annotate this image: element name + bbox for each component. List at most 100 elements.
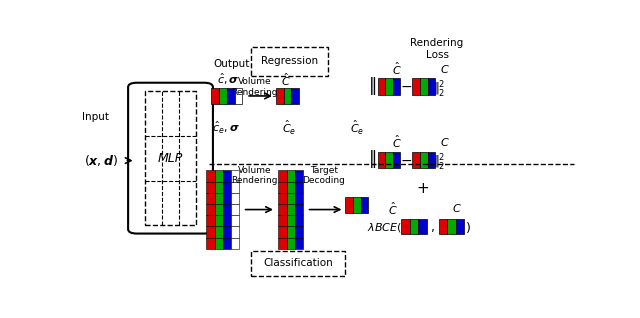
Bar [294,182,303,193]
Bar [291,88,299,104]
Text: Regression: Regression [261,56,318,66]
Text: $\hat{c}, \boldsymbol{\sigma}$: $\hat{c}, \boldsymbol{\sigma}$ [216,72,239,87]
Text: $\lambda BCE($: $\lambda BCE($ [367,221,402,234]
Bar [227,88,234,104]
Text: $\hat{C}$: $\hat{C}$ [392,60,401,77]
Bar [278,204,287,215]
Bar [294,215,303,226]
Bar [378,152,385,169]
Bar [287,238,294,249]
Text: $\hat{C}$: $\hat{C}$ [392,134,401,150]
Bar [278,170,287,182]
Bar [251,47,328,76]
Text: Target
Decoding: Target Decoding [303,166,346,185]
Text: Volume
Rendering: Volume Rendering [231,166,278,185]
Text: Classification: Classification [264,259,333,268]
Bar [278,215,287,226]
Bar [428,78,435,95]
Text: $\|$: $\|$ [367,149,376,170]
Bar [251,251,346,276]
Bar [219,88,227,104]
Text: Output: Output [213,59,250,69]
Bar [214,238,223,249]
Bar [223,226,230,238]
Bar [223,204,230,215]
Text: $\|_2^2$: $\|_2^2$ [433,80,446,100]
Text: $)$: $)$ [465,220,471,235]
Bar [401,219,410,234]
Bar [294,193,303,204]
Bar [456,219,465,234]
Bar [145,91,196,225]
Bar [278,238,287,249]
Bar [207,170,214,182]
Bar [230,204,239,215]
Bar [294,204,303,215]
Bar [294,170,303,182]
Bar [223,170,230,182]
Bar [214,215,223,226]
Text: $,$: $,$ [430,221,435,234]
Bar [278,226,287,238]
Bar [294,226,303,238]
Text: $C$: $C$ [440,136,449,148]
Bar [385,152,393,169]
Bar [223,238,230,249]
Text: Volume
Rendering: Volume Rendering [231,77,278,97]
Bar [230,193,239,204]
Text: $\hat{C}$: $\hat{C}$ [281,72,291,88]
Bar [207,226,214,238]
Text: $-$: $-$ [400,79,412,93]
Text: $\|_2^2$: $\|_2^2$ [433,153,446,173]
Bar [393,152,401,169]
Text: Rendering
Loss: Rendering Loss [410,38,464,60]
Bar [410,219,418,234]
Bar [223,215,230,226]
Bar [420,78,428,95]
Bar [230,238,239,249]
Text: $C$: $C$ [452,202,462,214]
Text: $-$: $-$ [400,152,412,166]
Bar [230,226,239,238]
Text: $\hat{C}$: $\hat{C}$ [388,200,397,217]
Bar [207,193,214,204]
Text: $C$: $C$ [440,63,449,75]
Text: $\|$: $\|$ [367,75,376,97]
Bar [287,182,294,193]
Bar [230,182,239,193]
Bar [214,182,223,193]
Bar [234,88,242,104]
Bar [378,78,385,95]
FancyBboxPatch shape [128,83,213,233]
Bar [447,219,456,234]
Bar [420,152,428,169]
Bar [214,204,223,215]
Bar [230,170,239,182]
Bar [418,219,427,234]
Bar [223,182,230,193]
Bar [211,88,219,104]
Bar [294,238,303,249]
Bar [346,197,353,213]
Text: Input: Input [83,112,109,121]
Bar [393,78,401,95]
Bar [214,226,223,238]
Text: $+$: $+$ [415,181,429,196]
Bar [278,193,287,204]
Bar [428,152,435,169]
Bar [214,170,223,182]
Bar [230,215,239,226]
Bar [287,226,294,238]
Bar [214,193,223,204]
Bar [207,182,214,193]
Bar [412,78,420,95]
Bar [207,204,214,215]
Bar [287,193,294,204]
Bar [276,88,284,104]
Bar [438,219,447,234]
Bar [223,193,230,204]
Text: $\hat{c}_e, \boldsymbol{\sigma}$: $\hat{c}_e, \boldsymbol{\sigma}$ [212,120,240,136]
Bar [287,215,294,226]
Bar [278,182,287,193]
Text: $(\boldsymbol{x}, \boldsymbol{d})$: $(\boldsymbol{x}, \boldsymbol{d})$ [84,153,118,168]
